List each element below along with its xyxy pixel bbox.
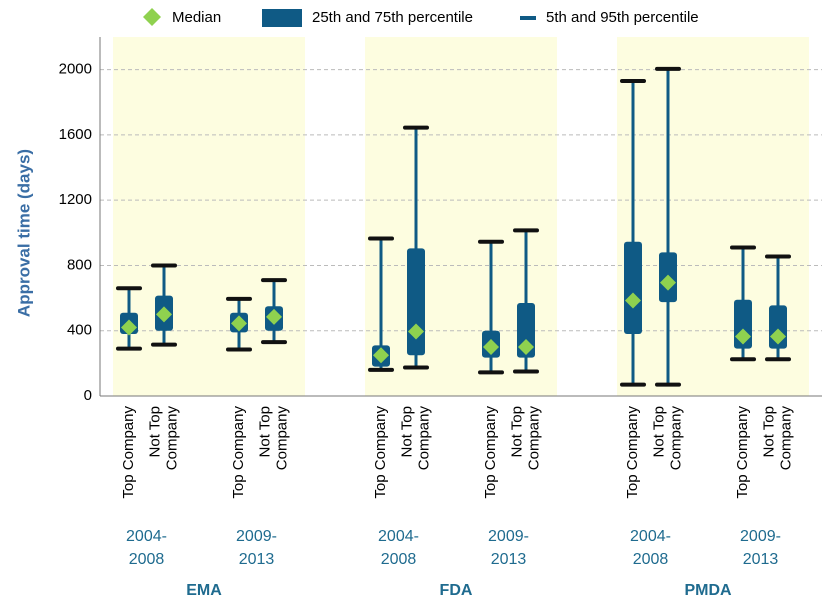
group-label: PMDA xyxy=(684,582,732,599)
category-label: Company xyxy=(777,406,794,471)
group-label: EMA xyxy=(186,582,222,599)
y-tick-label: 2000 xyxy=(59,61,92,78)
category-label: Not Top xyxy=(398,406,415,457)
category-label: Top Company xyxy=(120,406,137,499)
y-tick-label: 1600 xyxy=(59,126,92,143)
median-marker xyxy=(660,274,676,291)
y-axis-label: Approval time (days) xyxy=(14,149,33,317)
median-marker xyxy=(770,328,786,345)
category-label: Company xyxy=(273,406,290,471)
period-label: 2009- xyxy=(740,528,781,545)
period-label: 2008 xyxy=(633,551,669,568)
category-label: Company xyxy=(415,406,432,471)
category-label: Not Top xyxy=(760,406,777,457)
category-label: Top Company xyxy=(624,406,641,499)
category-label: Company xyxy=(163,406,180,471)
median-marker xyxy=(231,315,247,332)
period-label: 2004- xyxy=(378,528,419,545)
category-label: Top Company xyxy=(372,406,389,499)
median-marker xyxy=(625,292,641,309)
y-tick-label: 800 xyxy=(67,256,92,273)
period-label: 2004- xyxy=(630,528,671,545)
category-label: Not Top xyxy=(146,406,163,457)
category-label: Top Company xyxy=(230,406,247,499)
period-label: 2013 xyxy=(239,551,275,568)
median-marker xyxy=(735,328,751,345)
median-marker xyxy=(373,347,389,364)
period-label: 2008 xyxy=(381,551,417,568)
median-marker xyxy=(483,339,499,356)
period-label: 2004- xyxy=(126,528,167,545)
legend-label: 25th and 75th percentile xyxy=(312,9,473,26)
iqr-box xyxy=(624,241,642,334)
y-tick-label: 1200 xyxy=(59,191,92,208)
median-marker xyxy=(156,306,172,323)
legend-label: 5th and 95th percentile xyxy=(546,9,699,26)
median-marker xyxy=(408,323,424,340)
period-label: 2008 xyxy=(129,551,165,568)
category-label: Not Top xyxy=(650,406,667,457)
category-label: Top Company xyxy=(482,406,499,499)
category-label: Not Top xyxy=(508,406,525,457)
period-label: 2009- xyxy=(488,528,529,545)
median-marker xyxy=(121,319,137,336)
group-label: FDA xyxy=(440,582,473,599)
category-label: Company xyxy=(667,406,684,471)
legend-swatch xyxy=(262,9,302,27)
y-tick-label: 0 xyxy=(84,387,92,404)
category-label: Top Company xyxy=(734,406,751,499)
median-marker xyxy=(518,339,534,356)
legend-swatch xyxy=(143,8,161,26)
period-label: 2013 xyxy=(743,551,779,568)
category-label: Company xyxy=(525,406,542,471)
category-label: Not Top xyxy=(256,406,273,457)
period-label: 2009- xyxy=(236,528,277,545)
period-label: 2013 xyxy=(491,551,527,568)
legend-label: Median xyxy=(172,9,221,26)
y-tick-label: 400 xyxy=(67,322,92,339)
median-marker xyxy=(266,308,282,325)
